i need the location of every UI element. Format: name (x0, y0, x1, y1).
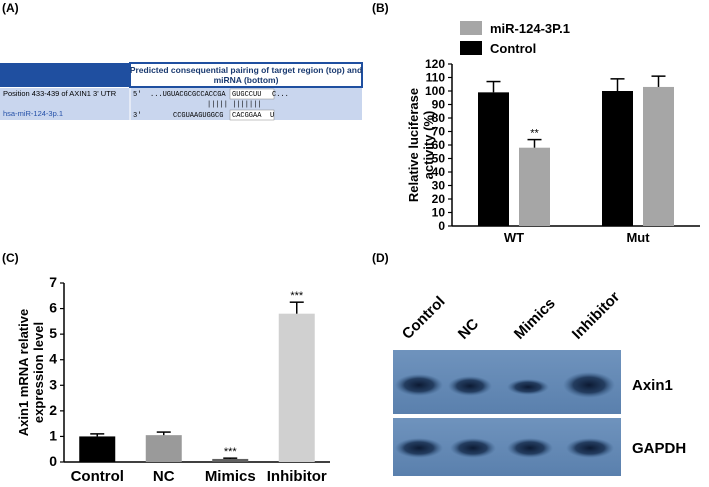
legend-label: miR-124-3P.1 (490, 21, 570, 36)
seed-box (229, 88, 275, 100)
y-tick-label: 80 (432, 111, 446, 125)
y-tick-label: 6 (49, 300, 57, 316)
bar (478, 92, 509, 226)
y-tick-label: 5 (49, 325, 57, 341)
seq-part: 5' (133, 91, 141, 99)
significance: *** (224, 446, 238, 458)
table-body (0, 88, 362, 120)
panel-label: (C) (2, 251, 19, 265)
y-axis-label: expression level (31, 322, 46, 423)
x-tick-label: Mimics (205, 468, 256, 485)
y-tick-label: 50 (432, 152, 446, 166)
band (395, 374, 443, 396)
significance: *** (290, 290, 304, 302)
band (450, 438, 496, 458)
panel-label: (D) (372, 251, 389, 265)
seq-part: U (270, 112, 274, 120)
band-label: Axin1 (632, 377, 673, 394)
band-label: GAPDH (632, 440, 686, 457)
bar (79, 436, 116, 462)
y-tick-label: 4 (49, 351, 57, 367)
seq-part: GUGCCUU (232, 91, 261, 99)
y-tick-label: 1 (49, 427, 57, 443)
x-tick-label: WT (504, 230, 524, 245)
header-cell (129, 62, 363, 88)
y-tick-label: 100 (425, 84, 445, 98)
band (507, 379, 549, 395)
header-cell (0, 63, 130, 87)
western-blot: Axin1 GAPDH Control NC Mimics Inhibitor (393, 288, 686, 476)
y-tick-label: 0 (438, 219, 445, 233)
y-tick-label: 30 (432, 179, 446, 193)
seq-part: 3' (133, 112, 141, 120)
y-tick-label: 2 (49, 402, 57, 418)
y-tick-label: 70 (432, 125, 446, 139)
y-axis-label: Axin1 mRNA relative (16, 309, 31, 436)
band (566, 438, 614, 458)
band (507, 438, 553, 458)
y-tick-label: 10 (432, 206, 446, 220)
seq-part: CCGUAAGUGGCG (173, 112, 223, 120)
bar (643, 86, 674, 226)
lane-label: Inhibitor (569, 288, 624, 343)
y-tick-label: 40 (432, 165, 446, 179)
legend-swatch (460, 41, 482, 55)
band (563, 372, 615, 398)
legend-label: Control (490, 41, 536, 56)
y-tick-label: 0 (49, 453, 57, 469)
y-tick-label: 7 (49, 274, 57, 290)
y-tick-label: 3 (49, 376, 57, 392)
x-tick-label: Inhibitor (267, 468, 327, 485)
significance: ** (530, 128, 539, 140)
panel-label: (A) (2, 1, 19, 15)
panel-label: (B) (372, 1, 389, 15)
target-table: Predicted consequential pairing of targe… (0, 62, 363, 121)
band (448, 376, 492, 396)
mirna-label: hsa-miR-124-3p.1 (3, 109, 63, 118)
bar (602, 91, 633, 226)
mirna-sequence: 3' CCGUAAGUGGCG CACGGAA U (133, 112, 274, 120)
lane-label: NC (455, 315, 482, 342)
x-tick-label: Mut (626, 230, 650, 245)
table-header: Predicted consequential pairing of targe… (130, 65, 362, 85)
y-tick-label: 120 (425, 57, 445, 71)
x-tick-label: Control (71, 468, 124, 485)
band (395, 438, 443, 458)
y-axis-label: Relative luciferase (406, 88, 421, 202)
target-sequence: 5' ...UGUACGCGCCACCGA GUGCCUU C... (133, 91, 289, 99)
y-tick-label: 20 (432, 192, 446, 206)
y-tick-label: 90 (432, 98, 446, 112)
pairing: ||||| ||||||| (207, 101, 262, 109)
seq-part: ...UGUACGCGCCACCGA (150, 91, 226, 99)
seq-part: CACGGAA (232, 112, 262, 120)
bar (519, 147, 550, 226)
target-label: Position 433-439 of AXIN1 3' UTR (3, 89, 117, 98)
y-tick-label: 60 (432, 138, 446, 152)
legend-swatch (460, 21, 482, 35)
seq-part: C... (272, 91, 289, 99)
seed-box (229, 109, 275, 121)
lane-label: Mimics (511, 295, 559, 343)
y-tick-label: 110 (426, 71, 446, 85)
bar (145, 435, 182, 462)
bar (212, 458, 249, 462)
lane-label: Control (399, 293, 449, 343)
x-tick-label: NC (153, 468, 175, 485)
y-axis-label: activity (%) (421, 111, 436, 180)
bar (278, 313, 315, 462)
